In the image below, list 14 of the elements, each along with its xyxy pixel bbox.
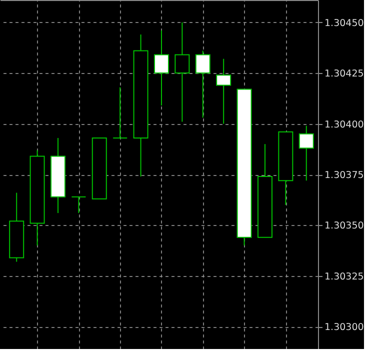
candlestick [174, 22, 190, 122]
y-tick-label: 1.30350 [324, 220, 364, 232]
candlestick [216, 58, 232, 124]
candlestick [298, 125, 314, 182]
candlestick [195, 50, 210, 118]
y-tick-label: 1.30300 [324, 322, 364, 334]
candlestick [71, 196, 86, 214]
y-tick-label: 1.30400 [324, 119, 364, 130]
y-tick-label: 1.30325 [324, 271, 364, 282]
y-tick-label: 1.30450 [324, 18, 364, 29]
candlestick [112, 86, 128, 138]
y-tick-label: 1.30375 [324, 170, 364, 181]
candlestick [154, 30, 169, 106]
y-tick-label: 1.30425 [324, 68, 364, 80]
